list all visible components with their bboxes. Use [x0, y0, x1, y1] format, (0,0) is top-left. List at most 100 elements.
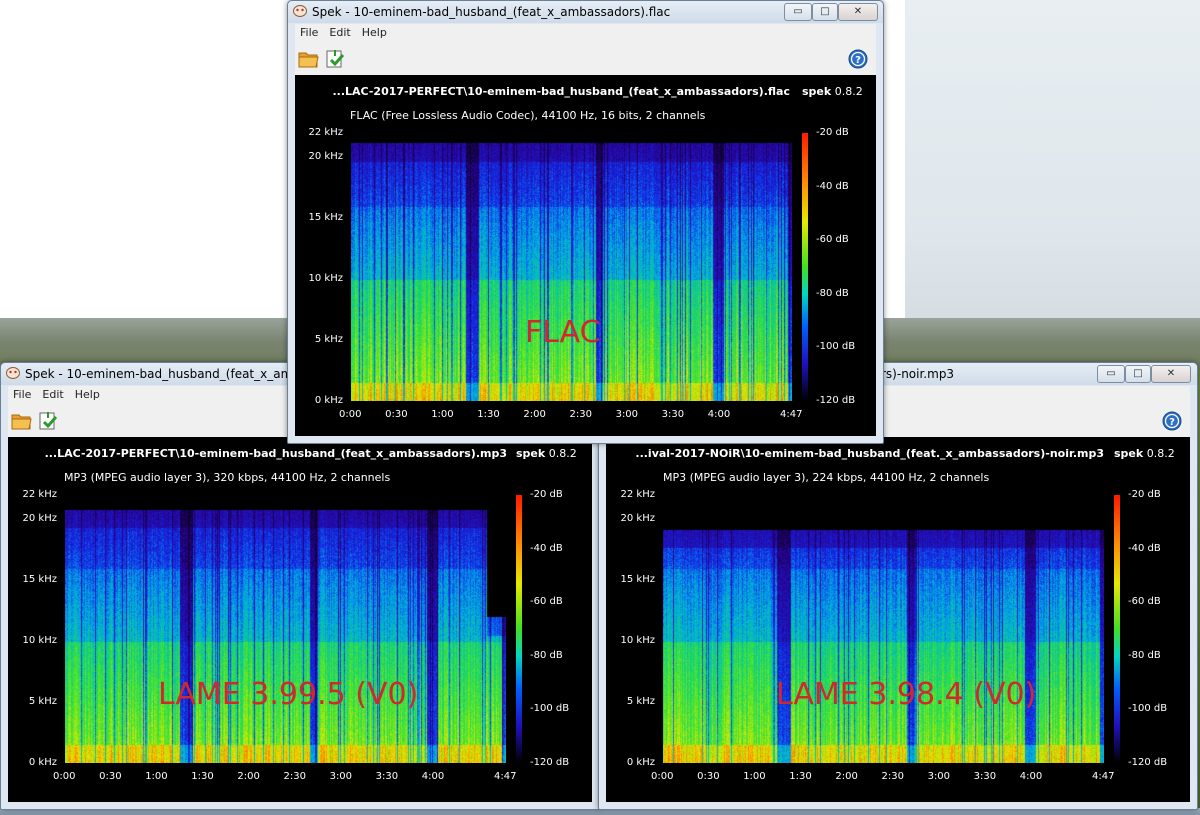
db-tick-label: -100 dB	[816, 341, 856, 353]
minimize-button[interactable]: ▭	[784, 3, 812, 21]
db-color-scale	[516, 495, 522, 763]
menu-file[interactable]: File	[300, 26, 319, 39]
time-tick-label: 0:30	[697, 771, 720, 782]
svg-text:?: ?	[1169, 417, 1175, 428]
frequency-tick-label: 22 kHz	[308, 127, 343, 138]
frequency-tick-label: 10 kHz	[22, 635, 57, 647]
time-tick-label: 3:30	[661, 409, 685, 420]
time-tick-label: 0:00	[339, 409, 362, 420]
save-arrow-icon[interactable]	[325, 48, 345, 69]
spek-name: spek	[802, 85, 832, 98]
db-color-scale	[1114, 495, 1120, 763]
file-info-label: FLAC (Free Lossless Audio Codec), 44100 …	[350, 109, 706, 122]
menu-help[interactable]: Help	[361, 26, 387, 39]
spek-version: 0.8.2	[1146, 447, 1175, 460]
time-tick-label: 4:00	[707, 409, 731, 420]
frequency-tick-label: 10 kHz	[308, 273, 343, 285]
db-tick-label: -100 dB	[530, 703, 570, 715]
db-tick-label: -40 dB	[816, 180, 849, 192]
wallpaper-sky-right	[905, 0, 1200, 325]
time-tick-label: 3:00	[329, 771, 353, 782]
help-icon[interactable]: ?	[848, 49, 868, 69]
spectrogram-panel: ...LAC-2017-PERFECT\10-eminem-bad_husban…	[8, 437, 592, 802]
file-info-label: MP3 (MPEG audio layer 3), 320 kbps, 4410…	[64, 471, 391, 484]
frequency-tick-label: 20 kHz	[308, 151, 343, 163]
open-folder-icon[interactable]	[11, 412, 32, 430]
time-tick-label: 4:00	[421, 771, 445, 782]
time-tick-label: 0:00	[651, 771, 674, 782]
menu-edit[interactable]: Edit	[42, 388, 64, 401]
frequency-tick-label: 22 kHz	[620, 489, 655, 500]
spectrogram-panel: ...ival-2017-NOiR\10-eminem-bad_husband_…	[606, 437, 1190, 802]
frequency-tick-label: 10 kHz	[620, 635, 655, 647]
time-tick-label: 1:00	[431, 409, 454, 420]
spek-version: 0.8.2	[548, 447, 577, 460]
time-tick-label: 4:47	[1092, 771, 1115, 782]
frequency-tick-label: 0 kHz	[314, 395, 343, 406]
taskbar[interactable]	[0, 808, 1200, 815]
time-tick-label: 3:00	[927, 771, 951, 782]
frequency-tick-label: 5 kHz	[626, 696, 655, 708]
time-tick-label: 1:30	[789, 771, 812, 782]
db-tick-label: -60 dB	[816, 234, 849, 246]
db-tick-label: -20 dB	[816, 127, 849, 138]
time-tick-label: 1:00	[145, 771, 168, 782]
close-button[interactable]: ✕	[838, 3, 878, 21]
spek-name: spek	[516, 447, 546, 460]
spek-window-top[interactable]: Spek - 10-eminem-bad_husband_(feat_x_amb…	[287, 0, 884, 444]
time-tick-label: 0:00	[53, 771, 76, 782]
time-tick-label: 2:30	[283, 771, 306, 782]
spek-version-label: spek 0.8.2	[802, 85, 863, 98]
svg-text:?: ?	[855, 55, 861, 66]
menu-bar: File Edit Help	[295, 24, 876, 43]
open-folder-icon[interactable]	[298, 50, 319, 68]
save-arrow-icon[interactable]	[38, 410, 58, 431]
close-button[interactable]: ✕	[1151, 365, 1191, 383]
help-icon[interactable]: ?	[1162, 411, 1182, 431]
db-color-scale	[802, 133, 808, 401]
encoder-overlay-label: FLAC	[525, 315, 601, 350]
time-tick-label: 3:30	[973, 771, 997, 782]
menu-file[interactable]: File	[13, 388, 32, 401]
time-tick-label: 4:47	[494, 771, 517, 782]
title-bar[interactable]: Spek - 10-eminem-bad_husband_(feat_x_amb…	[288, 1, 883, 23]
menu-edit[interactable]: Edit	[329, 26, 351, 39]
db-tick-label: -80 dB	[530, 649, 563, 661]
maximize-button[interactable]: □	[812, 3, 838, 21]
spectrogram-canvas	[351, 133, 792, 401]
spek-name: spek	[1114, 447, 1144, 460]
time-tick-label: 0:30	[99, 771, 122, 782]
spek-window-right[interactable]: rs)-noir.mp3 ▭ □ ✕ ? ...ival-2017-NOiR\1…	[598, 362, 1198, 810]
db-tick-label: -120 dB	[816, 395, 856, 406]
time-tick-label: 1:00	[743, 771, 766, 782]
db-tick-label: -60 dB	[530, 596, 563, 608]
time-tick-label: 4:47	[780, 409, 803, 420]
time-tick-label: 2:00	[835, 771, 858, 782]
db-tick-label: -20 dB	[530, 489, 563, 500]
frequency-tick-label: 5 kHz	[314, 334, 343, 346]
time-tick-label: 1:30	[477, 409, 500, 420]
menu-help[interactable]: Help	[74, 388, 100, 401]
encoder-overlay-label: LAME 3.98.4 (V0)	[776, 677, 1037, 712]
frequency-tick-label: 0 kHz	[28, 757, 57, 768]
time-tick-label: 2:00	[237, 771, 260, 782]
window-title: Spek - 10-eminem-bad_husband_(feat_x_amb…	[312, 5, 671, 19]
db-tick-label: -40 dB	[530, 542, 563, 554]
time-tick-label: 1:30	[191, 771, 214, 782]
spectrogram-panel: ...LAC-2017-PERFECT\10-eminem-bad_husban…	[295, 75, 876, 436]
spek-version-label: spek 0.8.2	[516, 447, 577, 460]
minimize-button[interactable]: ▭	[1097, 365, 1125, 383]
db-tick-label: -80 dB	[1128, 649, 1161, 661]
file-path-label: ...ival-2017-NOiR\10-eminem-bad_husband_…	[635, 447, 1104, 460]
frequency-tick-label: 20 kHz	[22, 513, 57, 525]
time-tick-label: 3:30	[375, 771, 399, 782]
maximize-button[interactable]: □	[1125, 365, 1151, 383]
spectrogram-canvas	[663, 495, 1104, 763]
db-tick-label: -120 dB	[1128, 757, 1168, 768]
time-tick-label: 3:00	[615, 409, 639, 420]
spek-version-label: spek 0.8.2	[1114, 447, 1175, 460]
spek-app-icon	[293, 5, 307, 17]
frequency-tick-label: 15 kHz	[22, 574, 57, 586]
frequency-tick-label: 0 kHz	[626, 757, 655, 768]
encoder-overlay-label: LAME 3.99.5 (V0)	[158, 677, 419, 712]
